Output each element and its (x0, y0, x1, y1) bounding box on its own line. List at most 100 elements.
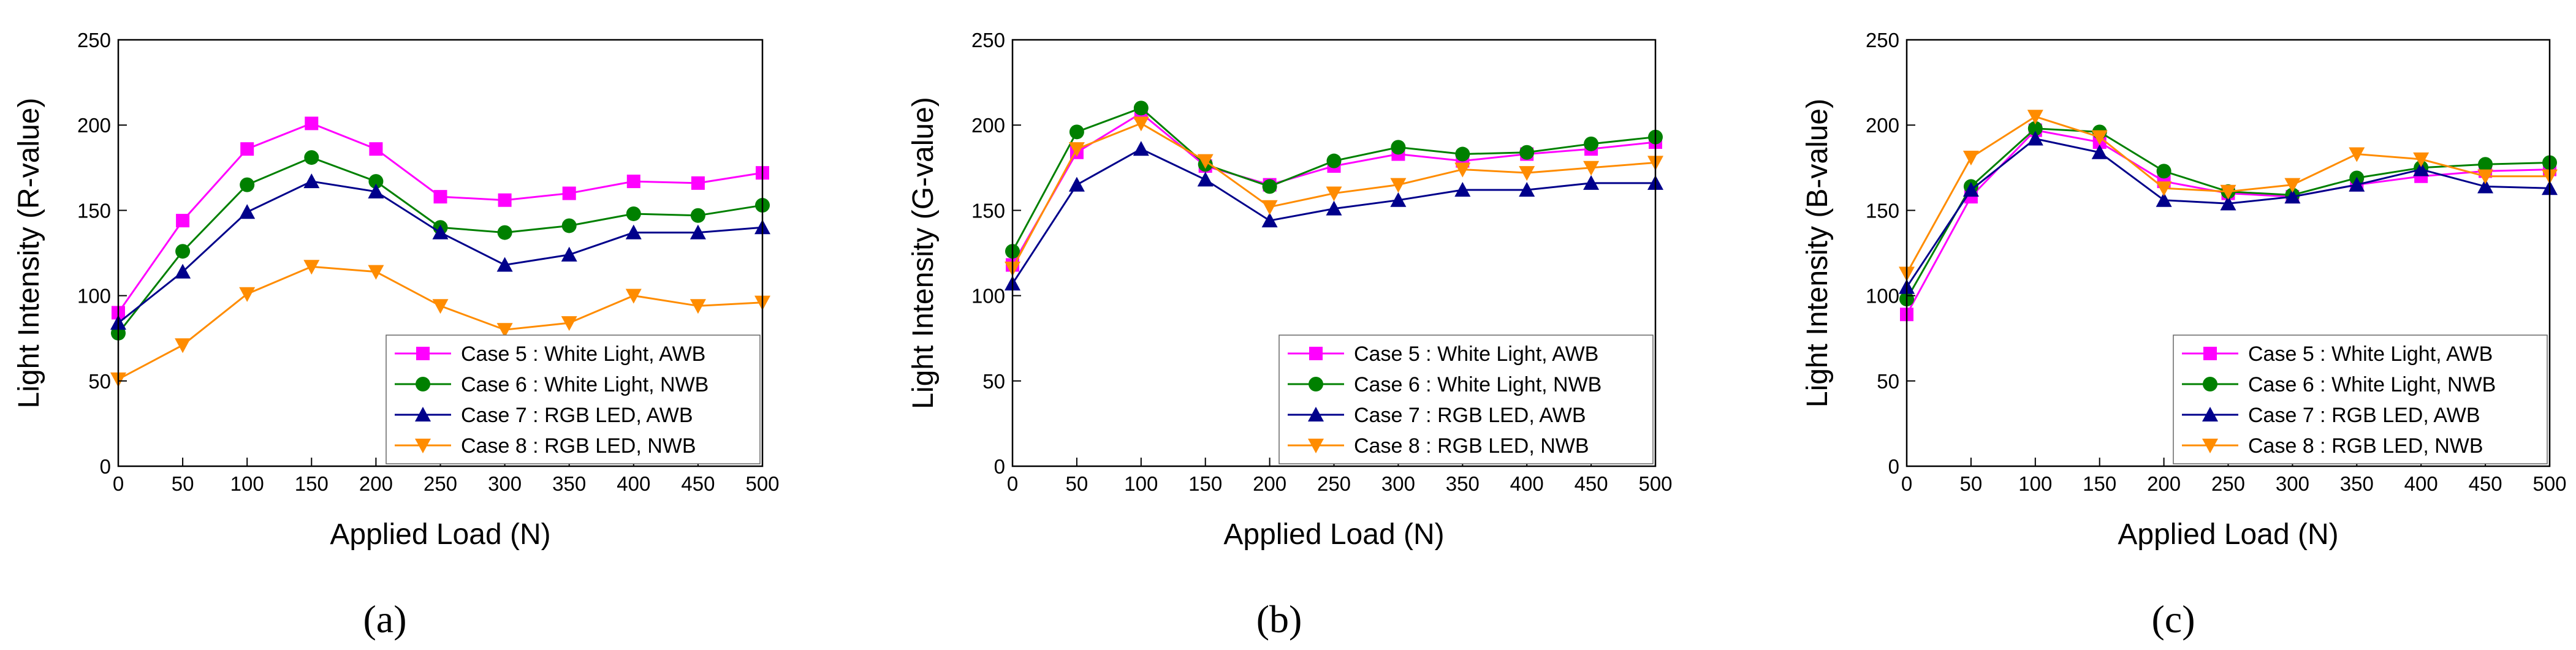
legend-label: Case 6 : White Light, NWB (1354, 373, 1601, 396)
x-tick-label: 400 (617, 472, 650, 495)
data-point-case-7 (1390, 192, 1407, 207)
x-axis-title: Applied Load (N) (330, 518, 550, 551)
data-point-case-5 (626, 175, 640, 189)
x-tick-label: 250 (1317, 472, 1351, 495)
x-tick-label: 200 (359, 472, 393, 495)
data-point-case-7 (1326, 200, 1342, 216)
x-tick-label: 450 (1575, 472, 1608, 495)
data-point-case-7 (368, 183, 384, 198)
data-point-case-8 (496, 323, 513, 338)
data-point-case-8 (432, 299, 449, 314)
data-point-case-6 (240, 177, 255, 192)
y-tick-label: 250 (1866, 29, 1899, 51)
data-point-case-7 (1519, 181, 1535, 197)
data-point-case-6 (497, 225, 512, 240)
x-tick-label: 50 (172, 472, 194, 495)
y-axis-title: Light Intensity (B-value) (1801, 99, 1834, 407)
x-tick-label: 150 (1188, 472, 1222, 495)
x-tick-label: 150 (295, 472, 329, 495)
data-point-case-5 (369, 142, 383, 156)
x-tick-label: 350 (552, 472, 586, 495)
x-tick-label: 200 (2147, 472, 2181, 495)
legend-label: Case 5 : White Light, AWB (461, 342, 705, 366)
data-point-case-7 (1133, 141, 1149, 156)
data-point-case-7 (625, 224, 642, 240)
data-point-case-7 (2156, 192, 2172, 207)
series-line-case-6 (1905, 127, 2550, 300)
legend-marker (415, 407, 431, 422)
legend-marker (2202, 438, 2218, 453)
legend-marker (415, 438, 431, 453)
legend-label: Case 5 : White Light, AWB (2248, 342, 2493, 366)
data-point-case-6 (1455, 146, 1470, 162)
legend-label: Case 7 : RGB LED, AWB (2248, 404, 2480, 427)
data-point-case-7 (2477, 178, 2494, 194)
x-tick-label: 100 (230, 472, 264, 495)
data-point-case-8 (1390, 178, 1407, 193)
data-point-case-5 (562, 186, 576, 200)
x-tick-label: 50 (1066, 472, 1089, 495)
y-tick-label: 0 (1888, 455, 1899, 478)
x-tick-label: 400 (2404, 472, 2438, 495)
y-axis-title: Light Intensity (G-value) (907, 97, 940, 409)
legend: Case 5 : White Light, AWB Case 6 : White … (1279, 334, 1654, 464)
legend-box (1279, 334, 1654, 464)
data-point-case-6 (1519, 145, 1535, 160)
data-point-case-7 (2413, 161, 2430, 176)
data-point-case-8 (368, 265, 384, 280)
data-point-case-7 (175, 263, 191, 279)
data-point-case-8 (303, 260, 320, 275)
legend-label: Case 5 : White Light, AWB (1354, 342, 1598, 366)
data-point-case-8 (1519, 166, 1535, 181)
data-point-case-8 (1583, 161, 1600, 176)
data-point-case-7 (432, 224, 449, 240)
data-point-case-7 (2284, 189, 2301, 204)
y-tick-label: 100 (1866, 285, 1899, 308)
y-tick-label: 150 (971, 199, 1005, 222)
data-point-case-8 (1962, 151, 1979, 166)
x-tick-label: 250 (2211, 472, 2245, 495)
data-point-case-8 (175, 338, 191, 353)
data-point-case-6 (2027, 121, 2043, 136)
data-point-case-8 (1454, 162, 1471, 178)
data-point-case-7 (303, 173, 320, 189)
data-point-case-8 (2091, 130, 2108, 145)
series-line-case-7 (1905, 137, 2550, 288)
x-axis-title: Applied Load (N) (2118, 518, 2338, 551)
data-point-case-8 (1326, 186, 1342, 202)
data-point-case-7 (2349, 176, 2365, 192)
legend-marker (2202, 407, 2218, 422)
data-point-case-6 (2156, 164, 2171, 179)
data-point-case-6 (175, 244, 191, 259)
legend-marker (1309, 347, 1323, 360)
data-point-case-6 (1391, 140, 1406, 155)
legend-label: Case 6 : White Light, NWB (461, 373, 709, 396)
data-point-case-7 (1583, 175, 1600, 190)
data-point-case-7 (2220, 195, 2236, 211)
data-point-case-8 (561, 316, 577, 331)
data-point-case-8 (2413, 152, 2430, 167)
data-point-case-5 (691, 176, 705, 190)
data-point-case-6 (304, 150, 319, 165)
chart-panel-3: 0 50 100 150 200 250 300 350 400 450 500 0 50 100 150 2… (1801, 29, 2567, 641)
data-point-case-8 (1068, 142, 1085, 157)
data-point-case-7 (690, 224, 706, 240)
chart-panel-2: 0 50 100 150 200 250 300 350 400 450 500 0 50 100 150 2… (907, 29, 1673, 641)
chart-panel-1: 0 50 100 150 200 250 300 350 400 450 500 0 50 100 150 2… (13, 29, 780, 641)
series-line-case-6 (1011, 107, 1656, 252)
x-tick-label: 150 (2083, 472, 2116, 495)
legend-label: Case 7 : RGB LED, AWB (461, 404, 693, 427)
data-point-case-5 (305, 116, 319, 130)
data-point-case-7 (1068, 176, 1085, 192)
data-point-case-8 (239, 287, 256, 302)
x-tick-label: 450 (681, 472, 715, 495)
x-tick-label: 0 (113, 472, 124, 495)
legend-marker (416, 377, 430, 391)
x-tick-label: 250 (424, 472, 457, 495)
legend-marker (1308, 438, 1324, 453)
y-tick-label: 200 (1866, 114, 1899, 137)
x-tick-label: 350 (1446, 472, 1480, 495)
data-point-case-8 (2027, 110, 2043, 125)
data-point-case-7 (1962, 181, 1979, 197)
y-tick-label: 250 (77, 29, 111, 51)
